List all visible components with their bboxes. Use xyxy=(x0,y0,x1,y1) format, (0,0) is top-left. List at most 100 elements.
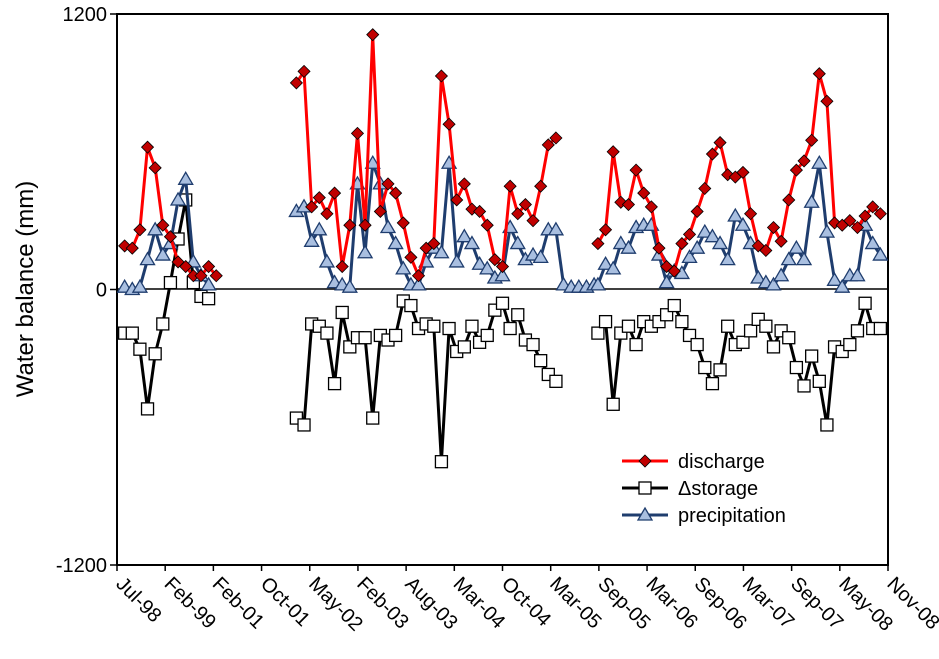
storage-point xyxy=(465,319,479,333)
precipitation-point xyxy=(681,249,698,264)
discharge-point xyxy=(125,241,139,255)
storage-point xyxy=(675,314,689,329)
x-tick-label: Sep-06 xyxy=(690,573,751,634)
storage-point xyxy=(327,376,342,391)
precipitation-point xyxy=(356,244,374,259)
legend-label-discharge: discharge xyxy=(678,451,765,473)
storage-point xyxy=(705,376,720,391)
storage-point xyxy=(743,324,758,338)
precipitation-point xyxy=(169,191,187,206)
legend: discharge Δstorage precipitation xyxy=(622,451,786,527)
discharge-point xyxy=(289,76,303,90)
precipitation-point xyxy=(131,278,149,293)
x-tick-label: Jul-98 xyxy=(111,573,165,627)
discharge-point xyxy=(179,259,193,274)
precipitation-point xyxy=(147,221,164,236)
discharge-point xyxy=(774,234,788,248)
storage-point xyxy=(526,337,540,352)
precipitation-point xyxy=(185,253,202,268)
precipitation-point xyxy=(387,235,404,250)
storage-point xyxy=(843,337,857,352)
discharge-point xyxy=(621,197,636,212)
storage-point xyxy=(621,319,636,333)
precipitation-point xyxy=(605,260,622,275)
storage-point xyxy=(598,314,613,329)
storage-point xyxy=(782,331,796,345)
storage-point xyxy=(503,321,517,336)
precipitation-point xyxy=(780,251,797,266)
discharge-point xyxy=(450,193,464,207)
storage-point xyxy=(335,305,349,320)
discharge-point xyxy=(698,181,712,196)
y-axis-ticks: 1200 0 -1200 xyxy=(56,4,117,577)
discharge-point xyxy=(202,259,216,274)
discharge-point xyxy=(534,179,548,193)
discharge-point xyxy=(381,177,395,191)
discharge-point xyxy=(549,131,563,145)
discharge-point xyxy=(866,200,880,214)
storage-point xyxy=(698,360,712,375)
discharge-point xyxy=(366,28,380,42)
discharge-point xyxy=(163,230,178,244)
discharge-point xyxy=(488,253,502,267)
storage-point xyxy=(789,360,804,375)
discharge-point xyxy=(335,259,349,274)
precipitation-point xyxy=(341,278,358,293)
discharge-point xyxy=(812,67,826,81)
legend-label-precipitation: precipitation xyxy=(678,505,786,527)
storage-point xyxy=(163,275,178,290)
storage-point xyxy=(156,317,170,331)
series-layer xyxy=(117,28,888,469)
storage-point xyxy=(457,340,471,354)
y-tick-label: 0 xyxy=(96,280,107,302)
precipitation-point xyxy=(303,232,320,247)
storage-point xyxy=(201,292,216,306)
storage-point xyxy=(797,379,811,393)
discharge-point xyxy=(358,218,372,232)
precipitation-point xyxy=(139,251,156,266)
storage-point xyxy=(858,296,872,310)
discharge-point xyxy=(389,186,403,200)
precipitation-point xyxy=(658,274,675,289)
discharge-point xyxy=(744,207,758,221)
storage-point xyxy=(133,342,147,356)
precipitation-point xyxy=(788,239,805,254)
storage-point xyxy=(366,411,380,425)
x-tick-label: Mar-07 xyxy=(738,573,798,633)
precipitation-point xyxy=(711,235,729,250)
discharge-point xyxy=(805,133,819,147)
discharge-point xyxy=(518,197,532,212)
discharge-point xyxy=(526,214,540,228)
discharge-point xyxy=(511,207,525,221)
discharge-point xyxy=(789,163,803,177)
storage-point xyxy=(736,335,750,349)
legend-marker-precipitation xyxy=(636,506,654,521)
precipitation-point xyxy=(494,267,511,282)
discharge-point xyxy=(312,191,326,205)
storage-point xyxy=(820,418,834,432)
storage-point xyxy=(667,298,681,313)
discharge-point xyxy=(850,220,865,235)
discharge-point xyxy=(396,216,410,230)
precipitation-point xyxy=(364,154,381,169)
discharge-point xyxy=(629,163,643,177)
discharge-point xyxy=(736,165,750,179)
discharge-point xyxy=(327,186,342,200)
storage-point xyxy=(442,321,456,336)
discharge-point xyxy=(820,94,834,108)
discharge-point xyxy=(480,218,494,232)
precipitation-point xyxy=(547,221,565,236)
storage-point xyxy=(606,397,620,411)
storage-point xyxy=(125,326,139,340)
discharge-point xyxy=(411,269,426,283)
discharge-point xyxy=(682,227,697,241)
precipitation-point xyxy=(456,228,473,243)
discharge-point xyxy=(373,204,387,219)
storage-point xyxy=(759,319,773,333)
x-tick-label: Feb-99 xyxy=(160,573,220,633)
precipitation-point xyxy=(620,239,637,254)
discharge-point xyxy=(782,193,796,207)
storage-point xyxy=(629,337,643,352)
discharge-point xyxy=(427,237,441,251)
